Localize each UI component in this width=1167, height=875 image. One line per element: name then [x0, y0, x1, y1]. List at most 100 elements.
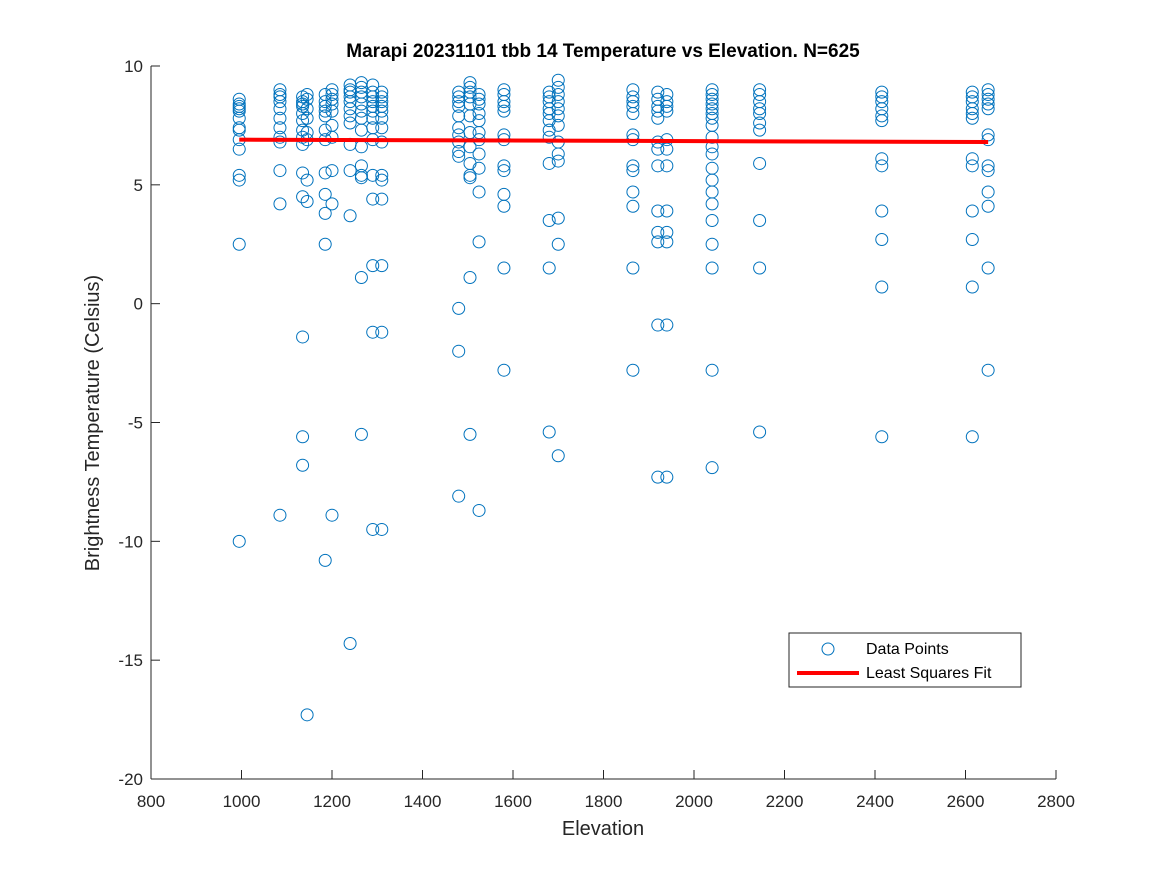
data-point: [296, 458, 310, 472]
data-point: [660, 225, 674, 239]
y-tick-label: 10: [124, 57, 143, 76]
data-point: [452, 85, 466, 99]
data-point: [472, 92, 486, 106]
x-tick-label: 1200: [313, 792, 351, 811]
y-tick-label: 0: [134, 295, 143, 314]
y-tick-label: 5: [134, 176, 143, 195]
data-point: [497, 99, 511, 113]
data-point: [875, 204, 889, 218]
data-point: [705, 88, 719, 102]
data-point: [366, 259, 380, 273]
data-point: [366, 111, 380, 125]
data-point: [296, 166, 310, 180]
data-point: [981, 88, 995, 102]
data-point: [660, 318, 674, 332]
data-point: [472, 235, 486, 249]
data-point: [296, 107, 310, 121]
data-point: [651, 318, 665, 332]
data-point: [300, 194, 314, 208]
x-tick-label: 2000: [675, 792, 713, 811]
data-point: [497, 363, 511, 377]
data-point: [626, 107, 640, 121]
data-point: [273, 111, 287, 125]
data-point: [981, 128, 995, 142]
data-point: [325, 197, 339, 211]
data-point: [551, 211, 565, 225]
x-tick-label: 1800: [585, 792, 623, 811]
data-point: [981, 133, 995, 147]
data-point: [551, 109, 565, 123]
data-point: [375, 111, 389, 125]
data-point: [551, 449, 565, 463]
data-point: [463, 427, 477, 441]
legend: Data Points Least Squares Fit: [788, 632, 1022, 688]
data-point: [981, 199, 995, 213]
data-point: [981, 261, 995, 275]
data-point: [232, 237, 246, 251]
data-point: [300, 173, 314, 187]
data-point: [300, 708, 314, 722]
data-point: [354, 104, 368, 118]
data-point: [551, 80, 565, 94]
data-point: [981, 164, 995, 178]
data-point: [660, 142, 674, 156]
x-tick-label: 2400: [856, 792, 894, 811]
data-point: [753, 116, 767, 130]
data-point: [542, 213, 556, 227]
data-point: [375, 90, 389, 104]
data-point: [705, 197, 719, 211]
data-point: [651, 204, 665, 218]
data-point: [497, 261, 511, 275]
data-point: [651, 111, 665, 125]
x-tick-label: 1600: [494, 792, 532, 811]
legend-marker-data-points: [821, 642, 835, 656]
data-point: [463, 171, 477, 185]
data-point: [232, 123, 246, 137]
data-point: [875, 159, 889, 173]
data-point: [497, 164, 511, 178]
data-point: [497, 199, 511, 213]
data-point: [463, 90, 477, 104]
data-point: [497, 104, 511, 118]
x-tick-label: 1400: [404, 792, 442, 811]
data-point: [232, 104, 246, 118]
x-tick-label: 2600: [947, 792, 985, 811]
data-point: [318, 206, 332, 220]
data-point: [452, 90, 466, 104]
data-point: [325, 104, 339, 118]
data-point: [551, 237, 565, 251]
data-point: [705, 261, 719, 275]
data-point: [705, 92, 719, 106]
data-point: [551, 95, 565, 109]
data-point: [542, 261, 556, 275]
data-point: [273, 135, 287, 149]
data-point: [705, 363, 719, 377]
y-tick-label: -5: [128, 414, 143, 433]
data-point: [452, 149, 466, 163]
data-point: [875, 233, 889, 246]
data-point: [318, 95, 332, 109]
data-point: [232, 173, 246, 187]
data-point: [981, 102, 995, 116]
data-point: [875, 114, 889, 128]
data-point: [705, 130, 719, 144]
data-point: [375, 259, 389, 273]
data-point: [343, 85, 357, 99]
data-point: [296, 330, 310, 344]
data-point: [354, 427, 368, 441]
data-point: [626, 363, 640, 377]
data-point: [375, 85, 389, 99]
data-point: [343, 637, 357, 651]
data-point: [705, 83, 719, 97]
data-point: [551, 118, 565, 132]
legend-label-fit-line: Least Squares Fit: [866, 665, 992, 682]
y-tick-label: -20: [118, 770, 143, 789]
least-squares-fit-line: [239, 137, 989, 145]
data-point: [452, 145, 466, 159]
data-point: [705, 111, 719, 125]
data-point: [273, 164, 287, 178]
y-tick-label: -10: [118, 532, 143, 551]
data-point: [981, 363, 995, 377]
data-point: [318, 237, 332, 251]
data-point: [753, 123, 767, 137]
